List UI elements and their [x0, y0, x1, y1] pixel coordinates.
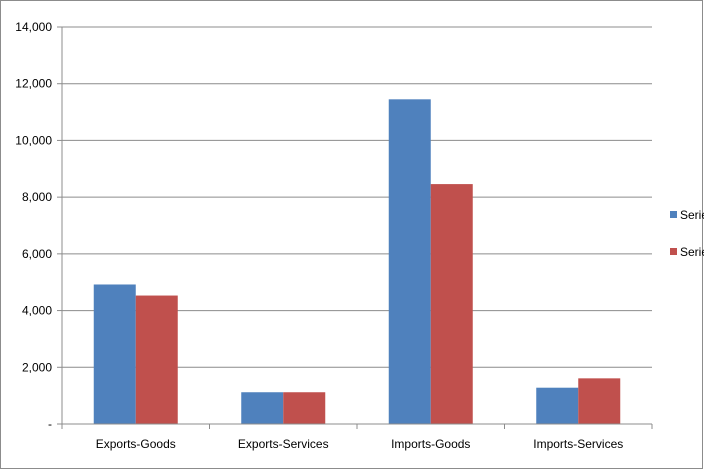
- axes: [61, 27, 653, 429]
- bar-series1-exports-goods: [93, 284, 136, 424]
- bar-series1-imports-services: [536, 387, 579, 424]
- x-axis-labels: Exports-Goods Exports-Services Imports-Goo…: [96, 437, 624, 451]
- bar-series2-imports-goods: [430, 184, 473, 424]
- legend-label: Series1: [680, 208, 704, 222]
- y-tick-label: 8,000: [22, 190, 52, 204]
- legend: Series1 Series2: [670, 208, 704, 259]
- y-tick-label: 4,000: [22, 304, 52, 318]
- x-tick-label: Imports-Services: [533, 437, 623, 451]
- bars: [93, 99, 621, 424]
- x-tick-label: Exports-Services: [238, 437, 329, 451]
- legend-swatch: [670, 211, 677, 218]
- y-tick-label: 2,000: [22, 360, 52, 374]
- x-tick-label: Exports-Goods: [96, 437, 176, 451]
- bar-series1-imports-goods: [388, 99, 431, 424]
- y-tick-label: 12,000: [15, 77, 52, 91]
- bar-series2-exports-goods: [135, 295, 178, 424]
- bar-series1-exports-services: [241, 392, 284, 424]
- y-tick-label: 10,000: [15, 133, 52, 147]
- y-axis-ticks: - 2,000 4,000 6,000 8,000 10,000 12,000 14,000: [15, 20, 62, 431]
- y-tick-label: -: [48, 417, 52, 431]
- y-tick-label: 14,000: [15, 20, 52, 34]
- bar-series2-exports-services: [283, 392, 326, 424]
- bar-series2-imports-services: [578, 378, 621, 424]
- x-tick-label: Imports-Goods: [391, 437, 470, 451]
- y-tick-label: 6,000: [22, 247, 52, 261]
- legend-swatch: [670, 248, 677, 255]
- legend-label: Series2: [680, 245, 704, 259]
